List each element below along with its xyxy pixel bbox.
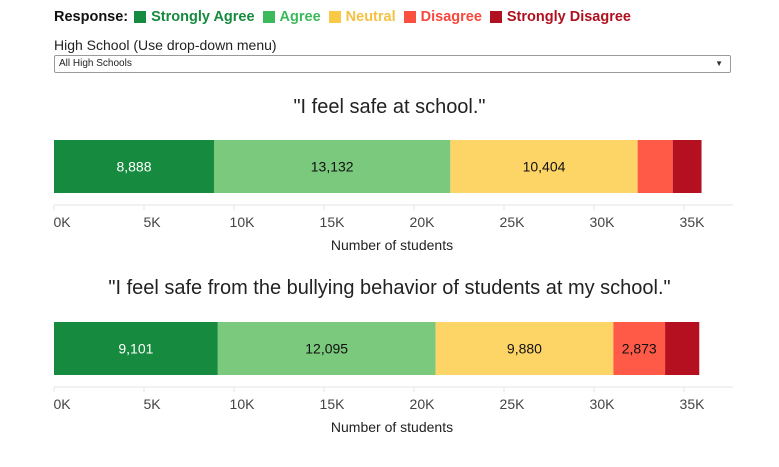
bar-segment-neutral[interactable]	[450, 140, 638, 193]
legend-item-agree[interactable]: Agree	[262, 9, 321, 25]
x-tick-label: 0K	[53, 214, 71, 230]
bar-segment-agree[interactable]	[213, 140, 451, 193]
legend-label: Disagree	[420, 9, 482, 25]
legend-swatch	[489, 11, 502, 23]
legend-label: Neutral	[345, 9, 396, 25]
x-tick-label: 5K	[143, 396, 161, 412]
x-tick-label: 20K	[410, 396, 436, 412]
legend-label: Strongly Agree	[151, 9, 255, 25]
legend-label: Strongly Disagree	[506, 9, 631, 25]
bar-segment-neutral[interactable]	[435, 322, 614, 375]
chart-safe-from-bullying: 9,101 12,095 9,880 2,873 0K 5K 10K 15K 20K 25K 30K…	[53, 322, 733, 435]
bar-segment-disagree[interactable]	[637, 140, 673, 193]
x-tick-label: 25K	[500, 396, 526, 412]
x-tick-label: 15K	[320, 396, 346, 412]
legend-item-disagree[interactable]: Disagree	[403, 9, 482, 25]
x-tick-label: 5K	[143, 214, 161, 230]
bar-segment-strongly-disagree[interactable]	[665, 322, 700, 375]
x-tick-label: 15K	[320, 214, 346, 230]
x-tick-label: 35K	[680, 396, 706, 412]
x-tick-label: 20K	[410, 214, 436, 230]
data-label: 10,404	[523, 159, 566, 175]
x-tick-label: 35K	[680, 214, 706, 230]
dropdown-arrow-icon[interactable]: ▼	[715, 59, 723, 68]
data-label: 9,101	[118, 341, 153, 357]
data-label: 2,873	[622, 341, 657, 357]
chart-title-1: "I feel safe at school."	[293, 96, 486, 118]
bar-segment-strongly-disagree[interactable]	[672, 140, 702, 193]
x-tick-label: 30K	[590, 396, 616, 412]
legend-swatch	[328, 11, 341, 23]
data-label: 8,888	[116, 159, 151, 175]
legend-swatch	[134, 11, 147, 23]
bar-segment-disagree[interactable]	[613, 322, 666, 375]
legend-item-strongly-agree[interactable]: Strongly Agree	[134, 9, 255, 25]
data-label: 9,880	[507, 341, 542, 357]
high-school-dropdown[interactable]: All High Schools ▼	[54, 55, 731, 73]
chart-safe-at-school: 8,888 13,132 10,404 0K 5K 10K 15K 20K 25K 30K 35K N…	[53, 140, 733, 253]
x-tick-label: 25K	[500, 214, 526, 230]
legend-title: Response:	[54, 9, 129, 25]
x-tick-label: 10K	[230, 396, 256, 412]
data-label: 12,095	[305, 341, 348, 357]
bar-segment-agree[interactable]	[217, 322, 436, 375]
legend-swatch	[262, 11, 275, 23]
dropdown-selected-value: All High Schools	[59, 58, 132, 69]
legend: Response: Strongly Agree Agree Neutral D…	[54, 7, 639, 27]
legend-item-strongly-disagree[interactable]: Strongly Disagree	[489, 9, 631, 25]
x-axis-label: Number of students	[331, 237, 453, 253]
x-tick-label: 30K	[590, 214, 616, 230]
bar-segment-strongly-agree[interactable]	[54, 140, 214, 193]
legend-label: Agree	[279, 9, 321, 25]
legend-item-neutral[interactable]: Neutral	[328, 9, 396, 25]
x-tick-label: 10K	[230, 214, 256, 230]
bar-segment-strongly-agree[interactable]	[54, 322, 218, 375]
data-label: 13,132	[311, 159, 354, 175]
x-axis-label: Number of students	[331, 419, 453, 435]
legend-swatch	[403, 11, 416, 23]
x-tick-label: 0K	[53, 396, 71, 412]
chart-title-2: "I feel safe from the bullying behavior …	[108, 277, 671, 299]
filter-label: High School (Use drop-down menu)	[54, 37, 277, 53]
